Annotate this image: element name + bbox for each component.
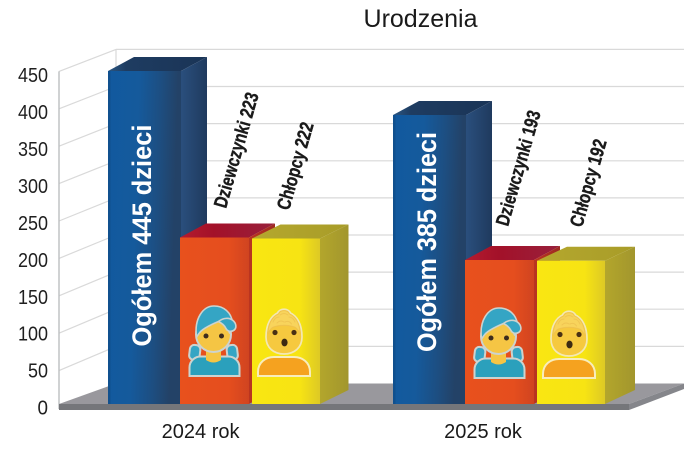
svg-text:Dziewczynki 193: Dziewczynki 193 xyxy=(493,108,546,228)
svg-text:2025 rok: 2025 rok xyxy=(444,421,523,443)
svg-text:350: 350 xyxy=(18,138,48,161)
svg-text:Ogółem 445 dzieci: Ogółem 445 dzieci xyxy=(127,125,157,347)
svg-text:50: 50 xyxy=(28,359,48,382)
svg-text:Dziewczynki 223: Dziewczynki 223 xyxy=(211,90,264,210)
svg-text:2024 rok: 2024 rok xyxy=(162,421,241,443)
svg-text:250: 250 xyxy=(18,212,48,235)
svg-text:0: 0 xyxy=(38,396,49,419)
svg-text:150: 150 xyxy=(18,286,48,309)
svg-text:100: 100 xyxy=(18,323,48,346)
svg-text:450: 450 xyxy=(18,64,48,87)
svg-text:200: 200 xyxy=(18,249,48,272)
svg-text:Chłopcy 192: Chłopcy 192 xyxy=(567,137,612,229)
svg-text:Urodzenia: Urodzenia xyxy=(364,5,478,33)
svg-text:Chłopcy 222: Chłopcy 222 xyxy=(274,120,319,212)
svg-text:300: 300 xyxy=(18,175,48,198)
svg-text:400: 400 xyxy=(18,101,48,124)
svg-text:Ogółem 385 dzieci: Ogółem 385 dzieci xyxy=(412,132,442,352)
